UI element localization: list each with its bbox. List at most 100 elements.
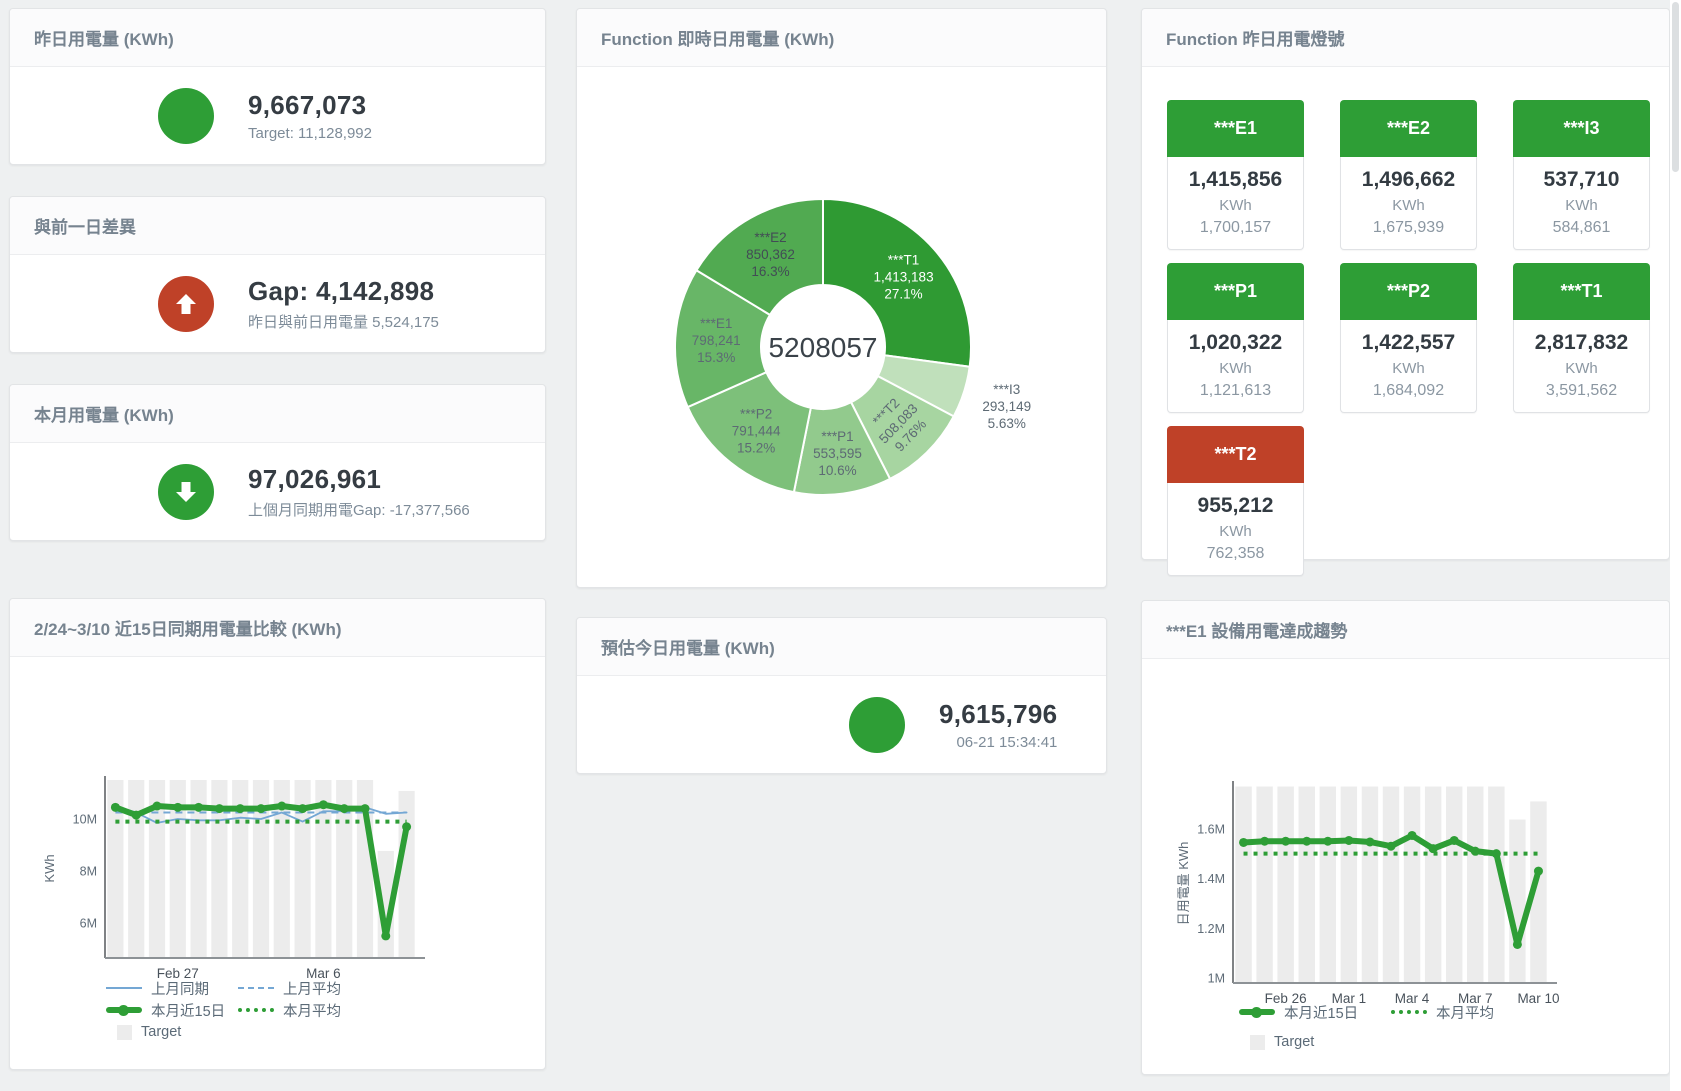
e1-trend-legend: 本月近15日 本月平均 Target [1239,1001,1543,1053]
legend-label: 本月平均 [283,1003,341,1020]
lamp-target: 762,358 [1206,545,1265,562]
card-title: Function 即時日用電量 (KWh) [577,9,1106,67]
target-swatch [117,1024,132,1040]
lamp-card-t1[interactable]: ***T1 2,817,832 KWh 3,591,562 [1513,263,1650,413]
lamp-header: ***P2 [1340,263,1477,320]
kpi-card-day-gap: 與前一日差異 Gap: 4,142,898 昨日與前日用電量 5,524,175 [9,196,546,353]
svg-text:6M: 6M [80,916,97,930]
svg-text:Mar 6: Mar 6 [306,966,341,981]
lamp-target: 584,861 [1552,219,1611,236]
lamp-card-t2[interactable]: ***T2 955,212 KWh 762,358 [1167,426,1304,576]
e1-trend-chart: 1M 1.2M 1.4M 1.6M Feb 26 Mar 1 Mar 4 Mar 7 Mar 1… [1176,781,1559,1006]
legend-label: 本月近15日 [1284,1005,1359,1022]
lamp-value: 1,415,856 [1188,168,1283,191]
card-title: 2/24~3/10 近15日同期用電量比較 (KWh) [10,599,545,657]
legend-label: 本月近15日 [151,1003,226,1020]
lamp-unit: KWh [1392,360,1425,377]
svg-text:Feb 26: Feb 26 [1265,991,1307,1006]
lamp-card-p1[interactable]: ***P1 1,020,322 KWh 1,121,613 [1167,263,1304,413]
lamp-header: ***E1 [1167,100,1304,157]
card-title: 本月用電量 (KWh) [10,385,545,443]
lamp-card-e2[interactable]: ***E2 1,496,662 KWh 1,675,939 [1340,100,1477,250]
this-month-avg-swatch [1391,1010,1427,1014]
kpi-value: 97,026,961 [248,463,382,494]
card-title: ***E1 設備用電達成趨勢 [1142,601,1669,659]
last-month-avg-swatch [238,987,274,989]
status-circle-green [158,463,214,520]
kpi-value: 9,615,796 [939,698,1058,729]
card-title: 預估今日用電量 (KWh) [577,618,1106,676]
legend-label: 上月同期 [151,981,209,998]
lamp-value: 537,710 [1543,168,1620,191]
lamp-header: ***T1 [1513,263,1650,320]
card-title: 昨日用電量 (KWh) [10,9,545,67]
lamp-header: ***E2 [1340,100,1477,157]
comparison-chart: 6M 8M 10M Feb 27 Mar 6 KWh [42,776,425,981]
status-circle-green [158,87,214,144]
comparison-chart-legend: 上月同期 上月平均 本月近15日 本月平均 Target [106,977,370,1043]
svg-text:10M: 10M [73,813,97,827]
legend-label: Target [141,1024,182,1040]
svg-text:Mar 1: Mar 1 [1332,991,1367,1006]
lamp-header: ***T2 [1167,426,1304,483]
lamp-value: 955,212 [1197,494,1274,517]
svg-text:Mar 4: Mar 4 [1395,991,1430,1006]
scrollbar[interactable] [1670,0,1681,1091]
kpi-value: 9,667,073 [248,89,367,120]
lamp-card-e1[interactable]: ***E1 1,415,856 KWh 1,700,157 [1167,100,1304,250]
kpi-card-month: 本月用電量 (KWh) 97,026,961 上個月同期用電Gap: -17,3… [9,384,546,541]
comparison-chart-card: 2/24~3/10 近15日同期用電量比較 (KWh) 6M 8M 10M Feb 2… [9,598,546,1070]
svg-text:8M: 8M [80,864,97,878]
legend-label: Target [1274,1034,1315,1050]
svg-text:5208057: 5208057 [768,332,877,363]
e1-trend-card: ***E1 設備用電達成趨勢 1M 1.2M 1.4M 1.6M Feb 26 Mar 1… [1141,600,1670,1075]
lamp-target: 1,675,939 [1372,219,1445,236]
lamp-unit: KWh [1565,360,1598,377]
status-circle-green [849,696,905,753]
svg-text:日用電量 KWh: 日用電量 KWh [1176,842,1191,926]
this-month-line-swatch [106,1004,142,1016]
legend-label: 上月平均 [283,981,341,998]
lamp-header: ***I3 [1513,100,1650,157]
legend-label: 本月平均 [1436,1005,1494,1022]
card-title: 與前一日差異 [10,197,545,255]
lamp-card-p2[interactable]: ***P2 1,422,557 KWh 1,684,092 [1340,263,1477,413]
lamp-header: ***P1 [1167,263,1304,320]
lamp-target: 1,121,613 [1199,382,1272,399]
lamp-status-panel: Function 昨日用電燈號 ***E1 1,415,856 KWh 1,70… [1141,8,1670,576]
lamp-target: 1,684,092 [1372,382,1445,399]
lamp-value: 1,020,322 [1188,331,1283,354]
svg-text:1M: 1M [1208,972,1225,986]
kpi-card-yesterday: 昨日用電量 (KWh) 9,667,073 Target: 11,128,992 [9,8,546,165]
svg-text:Mar 10: Mar 10 [1517,991,1559,1006]
svg-text:1.4M: 1.4M [1197,872,1225,886]
svg-text:1.2M: 1.2M [1197,922,1225,936]
lamp-target: 1,700,157 [1199,219,1272,236]
scrollbar-thumb[interactable] [1672,2,1679,172]
lamp-unit: KWh [1219,197,1252,214]
realtime-donut-chart: ***T1 1,413,183 27.1%***I3 293,149 5.63%***T… [674,197,1031,496]
lamp-card-i3[interactable]: ***I3 537,710 KWh 584,861 [1513,100,1650,250]
kpi-value: Gap: 4,142,898 [248,275,435,306]
this-month-line-swatch [1239,1006,1275,1018]
svg-text:Mar 7: Mar 7 [1458,991,1493,1006]
kpi-card-today-estimate: 預估今日用電量 (KWh) 9,615,796 06-21 15:34:41 [576,617,1107,774]
svg-text:1.6M: 1.6M [1197,822,1225,836]
lamp-grid: ***E1 1,415,856 KWh 1,700,157 ***E2 1,49… [1142,67,1669,576]
lamp-target: 3,591,562 [1545,382,1618,399]
target-swatch [1250,1034,1265,1050]
arrow-down-icon [176,481,196,502]
kpi-target-label: Target: 11,128,992 [248,124,372,142]
lamp-unit: KWh [1565,197,1598,214]
panel-title: Function 昨日用電燈號 [1142,9,1669,67]
lamp-unit: KWh [1392,197,1425,214]
last-month-line-swatch [106,987,142,989]
lamp-unit: KWh [1219,360,1252,377]
lamp-unit: KWh [1219,523,1252,540]
